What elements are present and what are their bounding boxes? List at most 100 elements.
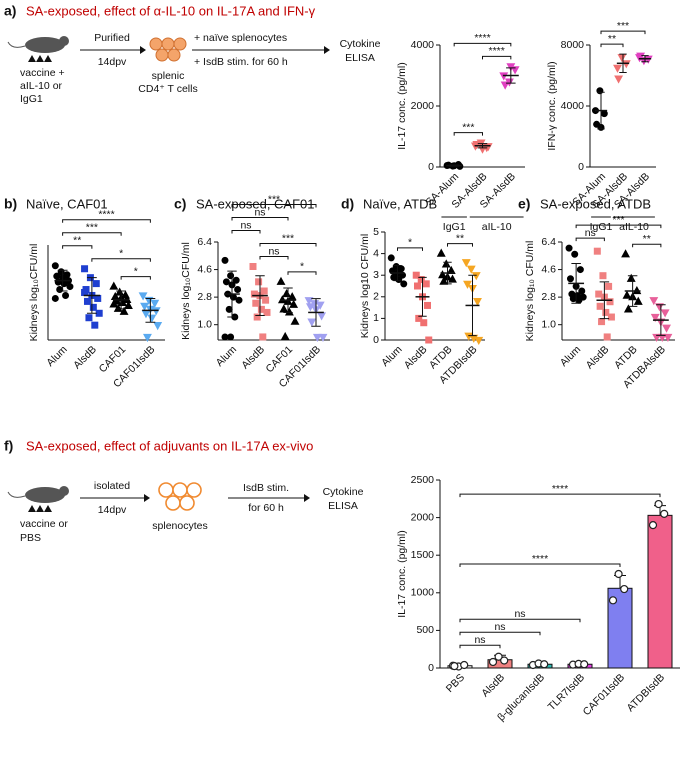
data-point <box>488 657 498 667</box>
data-point <box>51 294 59 302</box>
bracket-label: ** <box>643 233 651 245</box>
data-point <box>60 280 68 288</box>
y-tick-label: 4.6 <box>197 263 212 275</box>
data-point <box>387 254 395 262</box>
y-axis-label: Kidneys log₁₀CFU/ml <box>180 242 192 340</box>
data-point <box>412 271 420 279</box>
data-point <box>280 331 290 341</box>
bracket-label: ns <box>254 206 265 218</box>
data-point <box>225 305 233 313</box>
schematic-text: IgG1 <box>20 93 43 105</box>
data-point <box>91 321 99 329</box>
bracket <box>575 237 605 242</box>
y-tick-label: 2500 <box>411 474 435 486</box>
bracket <box>259 243 317 247</box>
data-point <box>608 596 618 605</box>
x-tick-label: AlsdB <box>479 672 507 700</box>
schematic-text: vaccine or <box>20 518 68 530</box>
bracket <box>632 243 662 248</box>
y-axis-label: IL-17 conc. (pg/ml) <box>396 530 408 618</box>
data-point <box>113 303 123 312</box>
cells-icon <box>158 482 202 511</box>
y-tick-label: 2000 <box>411 511 435 523</box>
bracket-label: * <box>134 265 138 277</box>
error-bar <box>418 276 427 317</box>
y-axis-label: IL-17 conc. (pg/ml) <box>396 62 408 150</box>
y-tick-label: 2.8 <box>197 291 212 303</box>
data-point <box>500 81 510 90</box>
y-tick-label: 2 <box>373 291 379 303</box>
panel-label: b) <box>4 196 17 212</box>
arrow <box>80 46 146 54</box>
data-point <box>494 652 503 661</box>
data-point <box>657 333 667 342</box>
error-bar <box>283 287 293 313</box>
y-tick-label: 4.6 <box>541 263 556 275</box>
x-tick-label: Alum <box>558 343 584 369</box>
bracket <box>397 247 423 251</box>
arrow <box>192 46 330 54</box>
bracket <box>231 230 261 234</box>
bracket <box>91 258 151 262</box>
data-point <box>540 660 549 669</box>
cells-icon <box>149 37 187 62</box>
error-bar <box>619 53 627 73</box>
error-bar <box>116 290 127 310</box>
data-point <box>650 313 660 323</box>
y-tick-label: 2.8 <box>541 291 556 303</box>
data-point <box>580 660 589 669</box>
data-point <box>53 272 61 280</box>
data-point <box>119 306 129 315</box>
bracket <box>259 256 289 260</box>
bracket <box>459 631 541 636</box>
y-tick-label: 8000 <box>561 39 585 51</box>
schematic-text: + IsdB stim. for 60 h <box>194 56 288 68</box>
data-point <box>255 278 263 286</box>
data-point <box>414 282 421 290</box>
data-point <box>85 314 93 322</box>
bracket <box>459 644 501 649</box>
data-point <box>143 333 152 343</box>
data-point <box>289 299 299 308</box>
bracket <box>120 276 151 280</box>
bracket <box>459 493 661 498</box>
bracket <box>62 219 151 223</box>
y-axis-label: Kidneys log₁₀CFU/ml <box>28 244 40 342</box>
data-point <box>232 276 240 284</box>
y-axis-label: Kidneys log₁₀ CFU/ml <box>524 241 536 342</box>
data-point <box>92 280 100 288</box>
data-point <box>571 250 579 258</box>
error-bar <box>468 274 477 337</box>
data-point <box>259 333 267 341</box>
data-point <box>89 303 97 311</box>
schematic-text: IsdB stim. <box>243 482 289 494</box>
data-point <box>599 272 607 280</box>
data-point <box>652 333 662 342</box>
x-tick-label: Alum <box>44 343 70 369</box>
bracket-label: **** <box>552 483 568 495</box>
y-tick-label: 5 <box>373 226 379 238</box>
data-point <box>307 318 317 327</box>
data-point <box>81 265 89 273</box>
data-point <box>569 295 577 303</box>
schematic-text: + naïve splenocytes <box>194 32 287 44</box>
y-tick-label: 1000 <box>411 587 435 599</box>
error-bar <box>656 304 666 336</box>
bracket <box>453 42 512 47</box>
error-bar <box>506 67 516 84</box>
bracket <box>231 204 317 208</box>
data-point <box>249 263 257 270</box>
data-point <box>51 262 59 270</box>
panel-label: c) <box>174 196 186 212</box>
data-point <box>663 333 673 342</box>
error-bar <box>449 164 459 167</box>
x-tick-label: CAF01IsdB <box>581 672 627 718</box>
data-point <box>510 66 520 75</box>
error-bar <box>57 269 68 292</box>
data-point <box>282 289 292 298</box>
data-point <box>613 64 622 73</box>
data-point <box>621 249 631 258</box>
bracket-label: ns <box>494 621 505 633</box>
data-point <box>56 286 64 294</box>
bracket <box>600 43 624 48</box>
